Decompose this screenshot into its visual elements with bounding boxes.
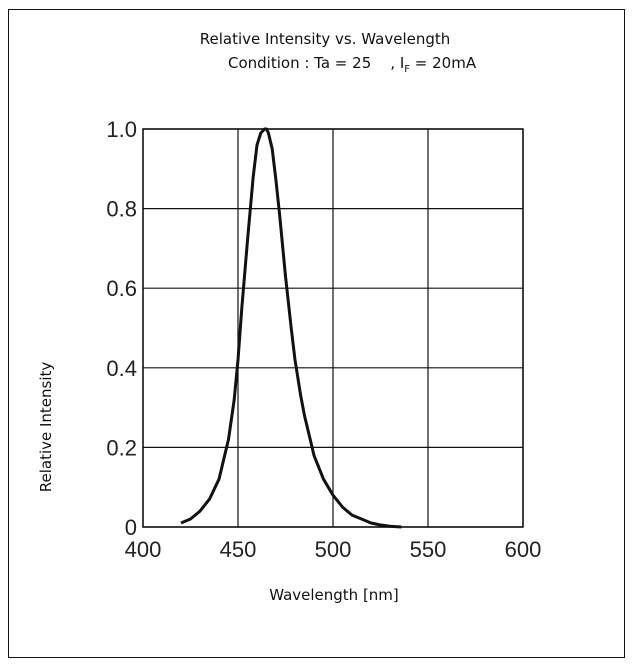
x-tick-label: 400 — [125, 537, 162, 562]
y-tick-label: 0.2 — [106, 435, 137, 460]
condition-suffix: = 20mA — [410, 54, 477, 72]
y-tick-label: 1.0 — [106, 117, 137, 142]
chart-grid — [142, 128, 524, 528]
y-tick-label: 0.6 — [106, 276, 137, 301]
x-tick-labels: 400 450 500 550 600 — [125, 537, 542, 562]
condition-prefix: Condition : Ta = 25 , I — [228, 54, 405, 72]
plot-area-border — [142, 128, 524, 528]
y-axis-label: Relative Intensity — [37, 362, 55, 493]
x-tick-label: 550 — [410, 537, 447, 562]
x-tick-label: 450 — [220, 537, 257, 562]
y-tick-labels: 0 0.2 0.4 0.6 0.8 1.0 — [106, 117, 137, 540]
x-axis-label: Wavelength [nm] — [269, 586, 399, 604]
x-tick-label: 600 — [505, 537, 542, 562]
intensity-curve — [180, 127, 402, 529]
y-tick-label: 0 — [125, 515, 137, 540]
chart-frame — [8, 9, 625, 658]
chart-title: Relative Intensity vs. Wavelength — [199, 30, 451, 48]
x-tick-label: 500 — [315, 537, 352, 562]
y-tick-label: 0.4 — [106, 356, 137, 381]
y-tick-label: 0.8 — [106, 197, 137, 222]
chart-condition: Condition : Ta = 25 , IF = 20mA — [228, 54, 476, 75]
condition-subscript: F — [404, 64, 411, 75]
